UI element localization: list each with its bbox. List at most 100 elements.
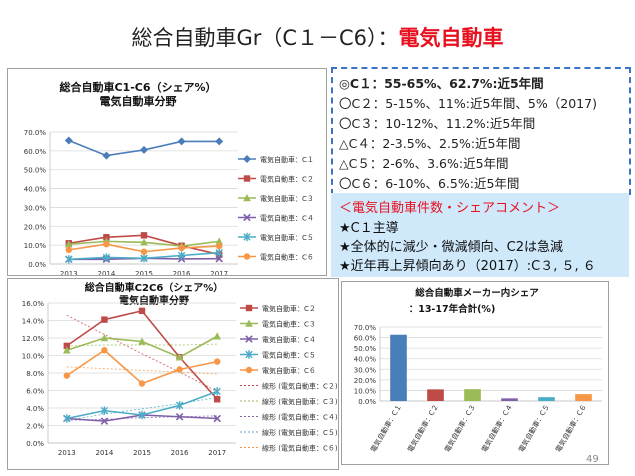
summary-line-c6: 〇C６：6-10%、6.5%:近5年間 [339,176,520,191]
chart1-point-c6 [65,246,72,254]
chart2-point-c5 [63,414,71,423]
chart3-x-tick-label: 電気自動車：C３ [442,403,477,454]
chart2-point-c4 [213,414,221,423]
chart1-point-c6 [216,242,223,250]
chart2-point-c6 [138,380,146,387]
chart1-svg: 総合自動車C1-C6（シェア%）電気自動車分野 0.0% 10.0% 20.0% 30.… [24,80,314,278]
chart2-x-tick-label: 2016 [171,449,189,457]
chart3-y-tick-label: 0.0% [358,398,376,406]
chart3-y-tick-label: 20.0% [354,377,377,385]
chart3-x-tick-label: 電気自動車：C６ [553,403,588,454]
chart1-y-tick-label: 70.0% [24,129,47,137]
chart2-legend-marker [245,335,253,343]
chart1-legend-marker [243,232,251,242]
chart2-point-c5 [175,401,184,410]
chart1-point-c1 [102,151,111,160]
chart2-subtitle: 電気自動車分野 [119,294,189,307]
comment-item: ★近年再上昇傾向あり（2017）:C３, ５, ６ [339,259,596,274]
chart3-bar-c6 [575,394,592,401]
chart1-point-c4 [215,254,223,263]
chart1-title: 総合自動車C1-C6（シェア%） [59,80,216,94]
page-title: 総合自動車Gr（C１－C6）：電気自動車 [0,22,635,52]
chart3-y-tick-label: 70.0% [354,324,377,332]
chart1-y-tick-label: 10.0% [24,242,47,250]
chart3-x-tick-label: 電気自動車：C１ [368,403,403,454]
chart1-point-c5 [140,254,148,263]
chart1-panel: 総合自動車C1-C6（シェア%） 電気自動車分野 0.0% 10.0% 20.0% 30.… [7,68,327,278]
chart1-point-c1 [177,137,186,146]
chart2-point-c2 [138,307,146,315]
chart2-point-c3 [63,346,71,354]
chart2-point-c6 [101,347,108,354]
chart1-legend-label: 電気自動車：C６ [260,253,314,262]
chart3-x-tick-label: 電気自動車：C４ [479,403,514,454]
chart2-point-c6 [176,366,183,373]
chart2-point-c2 [214,396,221,403]
chart2-title: 総合自動車C2C6（シェア%） [85,281,224,294]
chart1-legend-marker [243,213,251,222]
chart1-legend-label: 電気自動車：C３ [260,194,314,203]
chart2-trendline-c2 [66,314,218,392]
chart1-legend-label: 電気自動車：C２ [260,175,314,184]
chart1-point-c5 [65,255,73,264]
chart2-x-tick-label: 2013 [58,449,76,457]
chart2-x-tick-label: 2014 [95,449,113,457]
chart2-point-c2 [101,316,108,323]
chart2-y-tick-label: 14.0% [22,318,45,326]
chart1-legend-marker [243,175,251,182]
chart2-y-tick-label: 16.0% [22,300,45,308]
comment-item: ★全体的に減少・微減傾向、C2は急減 [339,240,564,255]
chart1-subtitle: 電気自動車分野 [100,94,177,108]
chart3-y-tick-label: 30.0% [354,366,377,374]
chart2-trendline-c6 [66,366,218,375]
chart2-legend-label: 電気自動車：C５ [262,351,316,360]
chart2-panel: 総合自動車C2C6（シェア%） 電気自動車分野 0.0% 2.0% 4.0% 6.0% 8.… [7,278,339,470]
chart3-y-tick-label: 40.0% [354,356,377,364]
chart2-y-tick-label: 4.0% [26,405,44,413]
chart1-x-tick-label: 2014 [97,270,115,275]
chart1-legend-label: 電気自動車：C１ [260,155,314,164]
chart1-legend-label: 電気自動車：C４ [260,214,314,223]
comment-item: ★C１主導 [339,221,399,236]
chart2-y-tick-label: 2.0% [26,423,44,431]
summary-line-c4: △C４：2-3.5%、2.5%:近5年間 [339,136,521,151]
summary-box: ◎C１：55-65%、62.7%:近5年間 〇C２：5-15%、11%:近5年間… [331,67,631,195]
chart1-x-tick-label: 2016 [173,270,191,275]
summary-line-c5: △C５：2-6%、3.6%:近5年間 [339,156,509,171]
chart1-point-c6 [140,248,148,255]
chart2-legend-label: 電気自動車：C４ [262,335,316,344]
chart1-y-tick-label: 20.0% [24,223,47,231]
chart1-point-c6 [103,241,110,248]
comment-box: ＜電気自動車件数・シェアコメント＞ ★C１主導 ★全体的に減少・微減傾向、C2は… [331,193,629,277]
chart2-trendline-c5 [66,397,218,421]
chart1-point-c2 [140,232,148,239]
chart2-legend-marker [245,366,253,374]
chart1-point-c1 [215,137,224,146]
chart1-y-tick-label: 0.0% [28,261,46,269]
chart3-x-tick-label: 電気自動車：C５ [516,403,551,454]
chart2-x-tick-label: 2015 [133,449,151,457]
chart3-subtitle: ：13-17年合計(%) [409,303,496,315]
chart2-point-c3 [175,353,184,361]
chart1-x-tick-label: 2017 [210,270,228,275]
chart1-y-tick-label: 30.0% [24,204,47,212]
chart3-svg: 総合自動車メーカー内シェア ：13-17年合計(%) 0.0% 10.0% 20.0% 3… [354,287,602,454]
chart2-y-tick-label: 12.0% [22,335,45,343]
chart3-bar-c3 [464,389,481,401]
chart1-point-c5 [177,251,186,260]
chart2-legend-label: 線形 (電気自動車：C６) [262,444,338,453]
chart2-legend-label: 電気自動車：C２ [262,304,316,313]
chart2-point-c5 [213,387,221,396]
chart2-y-tick-label: 10.0% [22,353,45,361]
chart1-legend-marker [243,194,251,202]
chart2-point-c4 [100,417,109,425]
chart2-point-c5 [138,410,146,420]
chart1-point-c1 [140,145,148,154]
chart1-y-tick-label: 60.0% [24,148,47,156]
chart2-svg: 総合自動車C2C6（シェア%）電気自動車分野 0.0% 2.0% 4.0% 6.0% 8.… [22,281,338,457]
chart1-point-c3 [215,237,223,245]
chart2-point-c3 [138,337,146,345]
chart1-x-tick-label: 2013 [60,270,78,275]
chart2-point-c4 [175,412,184,421]
chart1-y-tick-label: 50.0% [24,167,47,175]
